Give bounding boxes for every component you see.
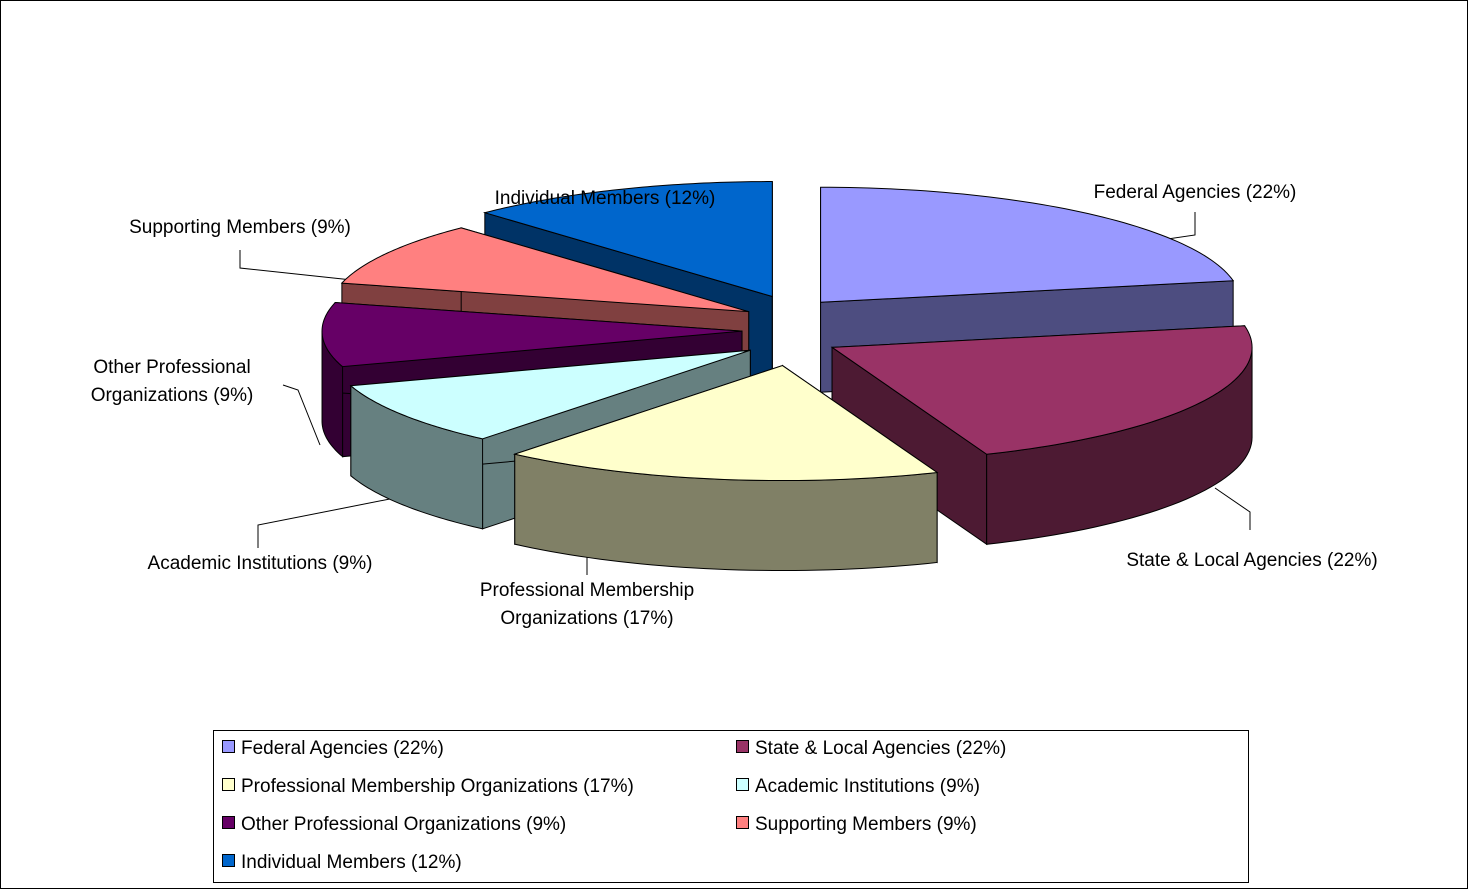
data-label: Individual Members (12%): [494, 188, 716, 209]
legend-label: Other Professional Organizations (9%): [241, 814, 567, 835]
legend-swatch: [736, 816, 749, 830]
legend-item: Individual Members (12%): [222, 848, 462, 878]
legend-label: Supporting Members (9%): [755, 814, 977, 835]
legend-swatch: [736, 778, 749, 792]
slice-top: [512, 365, 939, 482]
leader-line: [239, 250, 381, 284]
slice-top: [820, 186, 1235, 303]
leader-line: [282, 384, 321, 446]
data-label: Professional Membership Organizations (1…: [479, 580, 695, 629]
legend-item: Professional Membership Organizations (1…: [222, 772, 634, 802]
legend-item: Supporting Members (9%): [736, 810, 977, 840]
leader-line: [1214, 487, 1251, 530]
legend-swatch: [222, 778, 235, 792]
slice-top: [482, 181, 773, 298]
legend-label: Federal Agencies (22%): [241, 738, 444, 759]
data-label: Academic Institutions (9%): [147, 553, 373, 574]
legend-swatch: [736, 740, 749, 754]
legend-item: Other Professional Organizations (9%): [222, 810, 566, 840]
legend-swatch: [222, 740, 235, 754]
slice: [512, 364, 939, 572]
slice-top: [830, 325, 1253, 455]
data-label: Other Professional Organizations (9%): [90, 357, 254, 406]
legend-label: Professional Membership Organizations (1…: [241, 776, 634, 797]
legend-label: State & Local Agencies (22%): [755, 738, 1007, 759]
slice-top: [340, 227, 749, 313]
legend-swatch: [222, 854, 235, 868]
legend-item: State & Local Agencies (22%): [736, 734, 1006, 764]
data-label: Supporting Members (9%): [129, 217, 351, 238]
legend: Federal Agencies (22%) State & Local Agen…: [213, 730, 1249, 883]
leader-line: [257, 496, 401, 548]
data-label: Federal Agencies (22%): [1093, 182, 1297, 203]
slice-top: [321, 302, 743, 368]
slice-top: [349, 349, 751, 440]
data-label: State & Local Agencies (22%): [1126, 550, 1378, 571]
legend-label: Individual Members (12%): [241, 852, 462, 873]
legend-label: Academic Institutions (9%): [755, 776, 980, 797]
legend-item: Academic Institutions (9%): [736, 772, 980, 802]
legend-swatch: [222, 816, 235, 830]
legend-item: Federal Agencies (22%): [222, 734, 444, 764]
